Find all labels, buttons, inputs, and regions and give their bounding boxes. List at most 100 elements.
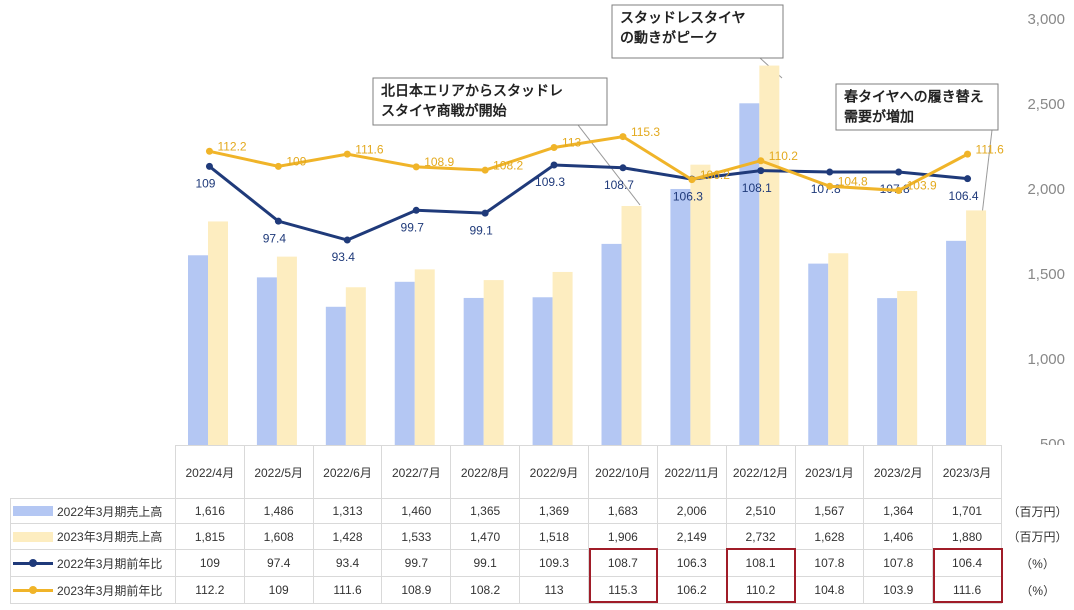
bar <box>670 188 691 445</box>
category-label: 2023/3月 <box>932 445 1002 499</box>
table-value: 108.9 <box>381 576 452 604</box>
table-value: 107.8 <box>794 549 865 577</box>
data-label: 109.3 <box>535 175 565 189</box>
line-marker <box>757 167 765 175</box>
callout-text: スタッドレスタイヤ <box>620 10 746 26</box>
bar <box>276 256 297 445</box>
callout-text: 需要が増加 <box>844 109 914 125</box>
table-value: 1,369 <box>519 498 589 524</box>
callout-box <box>611 4 784 59</box>
line <box>209 135 969 192</box>
data-label: 99.1 <box>469 223 493 237</box>
bar <box>897 290 918 445</box>
bar <box>345 287 366 445</box>
line-marker <box>205 162 213 170</box>
y-tick-label: 1,000 <box>1027 351 1065 368</box>
callout-text: 北日本エリアからスタッドレ <box>381 83 563 99</box>
bar <box>690 164 711 445</box>
data-label: 115.3 <box>631 125 660 139</box>
data-label: 106.2 <box>700 168 730 182</box>
bar <box>946 240 967 445</box>
table-value: 1,486 <box>243 498 314 524</box>
table-value: 1,364 <box>863 498 934 524</box>
y-tick-label: 1,500 <box>1027 266 1065 283</box>
table-value: 93.4 <box>312 549 383 577</box>
bar <box>739 103 760 445</box>
blank-cell <box>11 446 176 499</box>
unit-label: （%） <box>1020 556 1055 571</box>
table-value: 1,880 <box>932 523 1002 550</box>
table-value: 1,365 <box>450 498 521 524</box>
category-label: 2022/8月 <box>450 445 521 499</box>
table-value: 1,470 <box>450 523 521 550</box>
y-tick-label: 2,000 <box>1027 181 1065 198</box>
table-value: 2,732 <box>725 523 796 550</box>
bar <box>325 306 346 445</box>
bar <box>759 65 780 445</box>
data-label: 106.3 <box>673 189 703 203</box>
data-label: 108.7 <box>604 178 634 192</box>
bar <box>394 281 415 445</box>
line-marker <box>826 182 834 190</box>
data-label: 108.9 <box>424 155 454 169</box>
data-label: 111.6 <box>355 142 384 156</box>
data-label: 106.4 <box>949 189 979 203</box>
line-marker <box>895 168 903 176</box>
table-value: 1,616 <box>174 498 245 524</box>
line-marker <box>964 150 972 158</box>
table-value: 1,906 <box>587 523 658 550</box>
table-value: 1,567 <box>794 498 865 524</box>
line <box>208 163 968 242</box>
table-value: 1,628 <box>794 523 865 550</box>
table-value: 115.3 <box>587 576 658 604</box>
table-value: 1,460 <box>381 498 452 524</box>
table-value: 113 <box>519 576 589 604</box>
bar <box>808 263 829 445</box>
blank-cell <box>1001 446 1073 499</box>
table-value: 110.2 <box>725 576 796 604</box>
table-value: 99.7 <box>381 549 452 577</box>
legend-cell: 2022年3月期前年比 <box>10 549 176 577</box>
table-value: 112.2 <box>174 576 245 604</box>
table-value: 99.1 <box>450 549 521 577</box>
table-row: 2022年3月期前年比 109 97.4 93.4 99.7 99.1 109.3 108.7… <box>10 549 1074 577</box>
line-marker <box>964 175 972 183</box>
unit-label: （%） <box>1020 583 1056 598</box>
leader-line <box>577 124 641 206</box>
bar <box>828 253 849 445</box>
table-value: 106.2 <box>656 576 727 604</box>
category-label: 2022/12月 <box>725 445 796 499</box>
data-label: 97.4 <box>263 231 287 245</box>
legend-dot <box>29 559 37 567</box>
table-value: 1,518 <box>519 523 589 550</box>
line-marker <box>412 163 420 171</box>
table-value: 2,510 <box>725 498 796 524</box>
line-marker <box>619 164 627 172</box>
line-marker <box>550 144 558 151</box>
line-marker <box>343 236 351 244</box>
line-marker <box>619 133 627 141</box>
bar <box>877 298 898 445</box>
callout-text: 春タイヤへの履き替え <box>843 89 984 105</box>
table-value: 1,533 <box>381 523 452 550</box>
chart: 500 1,000 1,500 2,000 2,500 3,000 109 97.4 93.4 9… <box>188 4 1065 445</box>
table-value: 1,608 <box>243 523 314 550</box>
legend-label: 2023年3月期前年比 <box>57 583 163 598</box>
table-value: 111.6 <box>312 576 383 604</box>
table-value: 106.3 <box>656 549 727 577</box>
table-row: 2023年3月期売上高 1,815 1,608 1,428 1,533 1,470 1,51… <box>10 523 1074 550</box>
category-label: 2022/10月 <box>587 445 658 499</box>
table-row: 2022年3月期売上高 1,616 1,486 1,313 1,460 1,365 1,36… <box>10 498 1074 524</box>
table-value: 1,428 <box>312 523 383 550</box>
category-label: 2022/9月 <box>519 445 589 499</box>
legend-swatch <box>13 585 53 595</box>
line-marker <box>550 161 558 169</box>
data-table: 2022/4月 2022/5月 2022/6月 2022/7月 2022/8月 2022/… <box>10 445 1074 604</box>
table-row: 2023年3月期前年比 112.2 109 111.6 108.9 108.2 113 115… <box>10 576 1074 604</box>
data-label: 103.9 <box>907 179 937 193</box>
line-marker <box>481 166 489 174</box>
table-value: 111.6 <box>932 576 1002 604</box>
line-marker <box>826 168 834 176</box>
table-value: 106.4 <box>932 549 1002 577</box>
